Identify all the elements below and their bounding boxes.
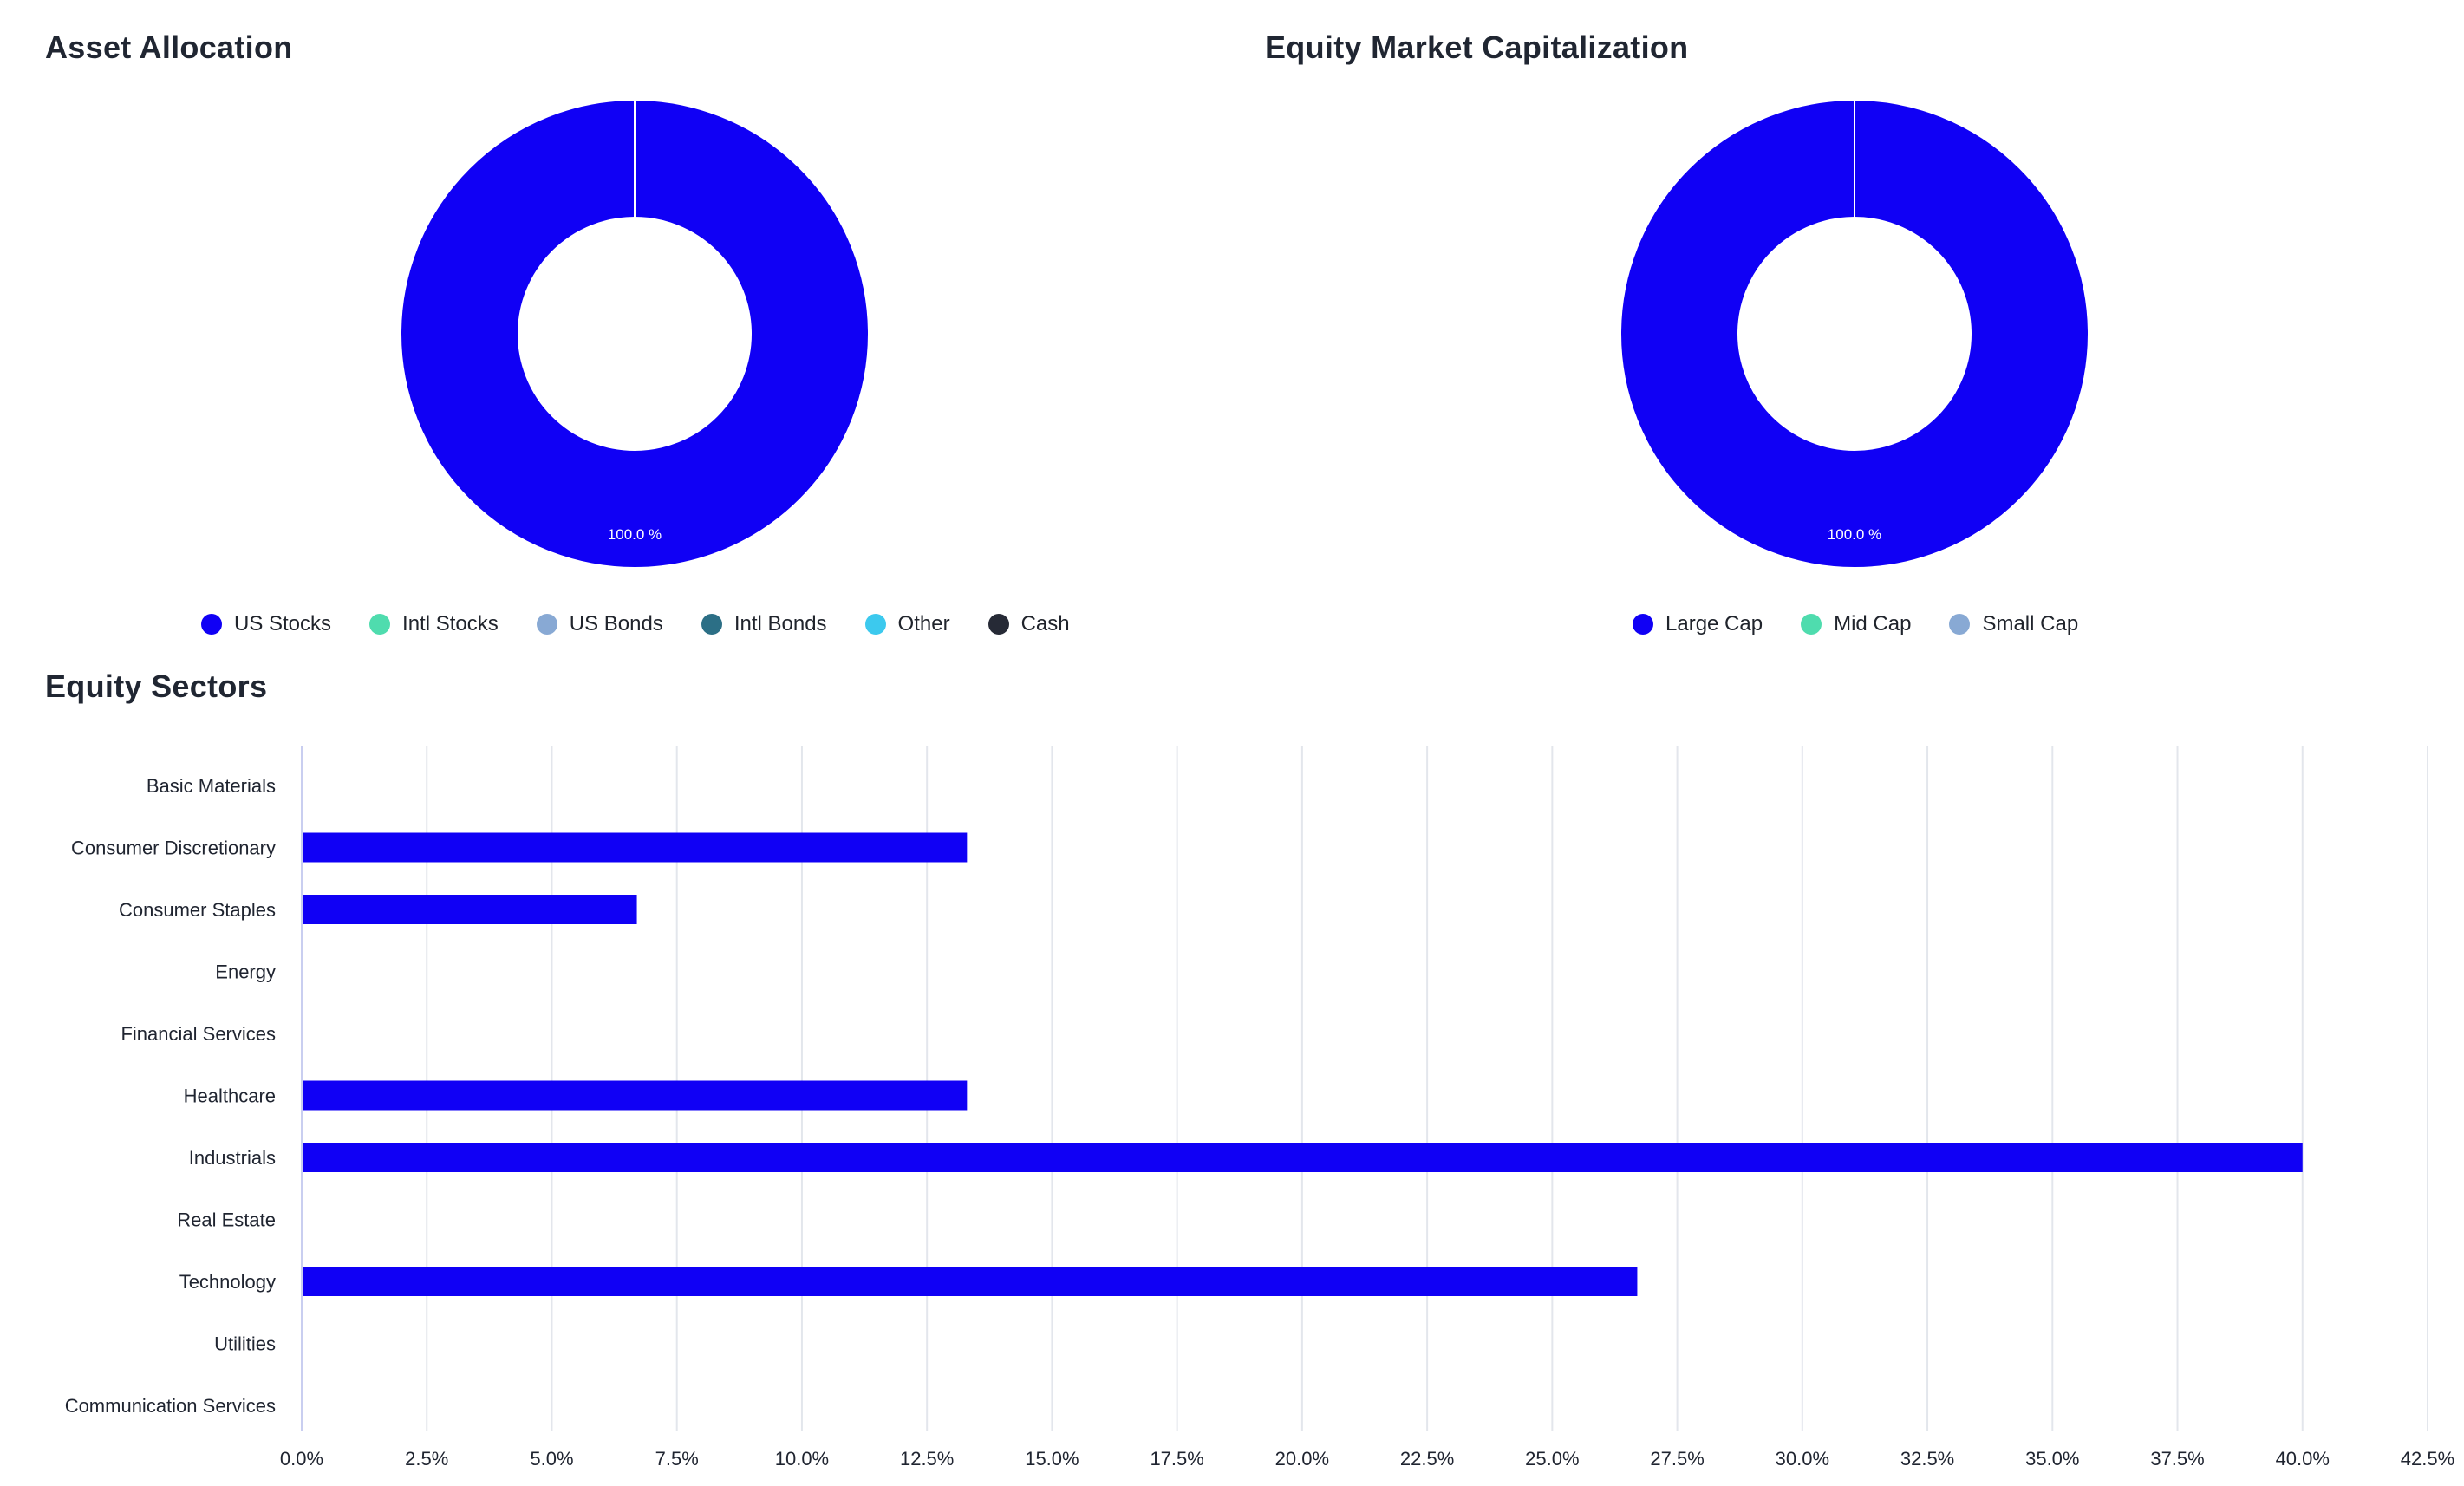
bar-consumer-staples[interactable]	[303, 895, 637, 924]
legend-color-dot	[1801, 614, 1822, 635]
category-label-consumer-discretionary: Consumer Discretionary	[71, 838, 276, 859]
category-label-real-estate: Real Estate	[177, 1209, 276, 1231]
category-label-industrials: Industrials	[189, 1147, 276, 1169]
legend-label: Cash	[1020, 612, 1070, 635]
donut-data-label: 100.0 %	[1828, 526, 1881, 543]
x-tick-label: 12.5%	[900, 1448, 954, 1470]
legend-label: Mid Cap	[1834, 612, 1912, 635]
x-tick-label: 40.0%	[2276, 1448, 2330, 1470]
x-tick-label: 32.5%	[1900, 1448, 1954, 1470]
legend-item-us-bonds[interactable]: US Bonds	[536, 612, 663, 636]
bar-healthcare[interactable]	[303, 1080, 968, 1111]
asset-allocation-legend: US Stocks Intl Stocks US Bonds Intl Bonds Ot…	[201, 612, 1070, 636]
legend-color-dot	[988, 614, 1009, 635]
x-tick-label: 22.5%	[1400, 1448, 1454, 1470]
legend-item-small-cap[interactable]: Small Cap	[1949, 612, 2078, 636]
legend-color-dot	[536, 614, 557, 635]
legend-item-cash[interactable]: Cash	[988, 612, 1070, 636]
bar-technology[interactable]	[303, 1267, 1638, 1296]
equity-sectors-bar-chart: 0.0% 2.5% 5.0% 7.5% 10.0% 12.5% 15.0% 17.5% 20.0…	[65, 746, 2454, 1470]
legend-color-dot	[864, 614, 886, 635]
legend-color-dot	[1633, 614, 1653, 635]
category-label-technology: Technology	[179, 1271, 276, 1293]
asset-allocation-donut-chart: 100.0 %	[401, 101, 868, 567]
legend-label: US Bonds	[569, 612, 663, 635]
equity-sectors-title: Equity Sectors	[45, 668, 268, 704]
legend-label: Intl Bonds	[733, 612, 827, 635]
legend-item-intl-bonds[interactable]: Intl Bonds	[701, 612, 827, 636]
asset-allocation-title: Asset Allocation	[45, 29, 293, 65]
category-label-energy: Energy	[215, 961, 276, 983]
x-tick-label: 35.0%	[2025, 1448, 2079, 1470]
legend-label: Intl Stocks	[402, 612, 499, 635]
legend-color-dot	[369, 614, 391, 635]
x-tick-label: 27.5%	[1650, 1448, 1704, 1470]
legend-item-other[interactable]: Other	[864, 612, 950, 636]
market-cap-title: Equity Market Capitalization	[1265, 29, 1689, 65]
legend-item-us-stocks[interactable]: US Stocks	[201, 612, 331, 636]
x-tick-label: 20.0%	[1275, 1448, 1329, 1470]
market-cap-legend: Large Cap Mid Cap Small Cap	[1633, 612, 2078, 636]
category-label-financial-services: Financial Services	[121, 1023, 276, 1045]
category-label-utilities: Utilities	[214, 1333, 276, 1355]
category-label-consumer-staples: Consumer Staples	[119, 899, 276, 921]
x-tick-label: 5.0%	[530, 1448, 573, 1470]
bar-industrials[interactable]	[303, 1143, 2303, 1172]
x-tick-label: 2.5%	[405, 1448, 448, 1470]
x-tick-label: 10.0%	[775, 1448, 829, 1470]
market-cap-donut-chart: 100.0 %	[1621, 101, 2088, 567]
legend-color-dot	[701, 614, 722, 635]
category-label-communication-services: Communication Services	[65, 1395, 276, 1417]
legend-label: US Stocks	[234, 612, 332, 635]
category-label-basic-materials: Basic Materials	[147, 775, 276, 797]
donut-data-label: 100.0 %	[608, 526, 662, 543]
x-tick-label: 42.5%	[2401, 1448, 2454, 1470]
legend-label: Small Cap	[1982, 612, 2079, 635]
x-tick-label: 0.0%	[280, 1448, 323, 1470]
x-tick-label: 17.5%	[1150, 1448, 1203, 1470]
x-tick-label: 7.5%	[655, 1448, 699, 1470]
x-tick-label: 15.0%	[1025, 1448, 1079, 1470]
legend-color-dot	[201, 614, 222, 635]
x-tick-label: 30.0%	[1776, 1448, 1829, 1470]
category-label-healthcare: Healthcare	[184, 1085, 276, 1107]
legend-item-intl-stocks[interactable]: Intl Stocks	[369, 612, 499, 636]
legend-label: Large Cap	[1665, 612, 1763, 635]
x-tick-label: 37.5%	[2150, 1448, 2204, 1470]
legend-item-large-cap[interactable]: Large Cap	[1633, 612, 1763, 636]
x-tick-label: 25.0%	[1525, 1448, 1579, 1470]
bar-consumer-discretionary[interactable]	[303, 832, 968, 863]
legend-label: Other	[897, 612, 950, 635]
legend-color-dot	[1949, 614, 1971, 635]
legend-item-mid-cap[interactable]: Mid Cap	[1801, 612, 1911, 636]
